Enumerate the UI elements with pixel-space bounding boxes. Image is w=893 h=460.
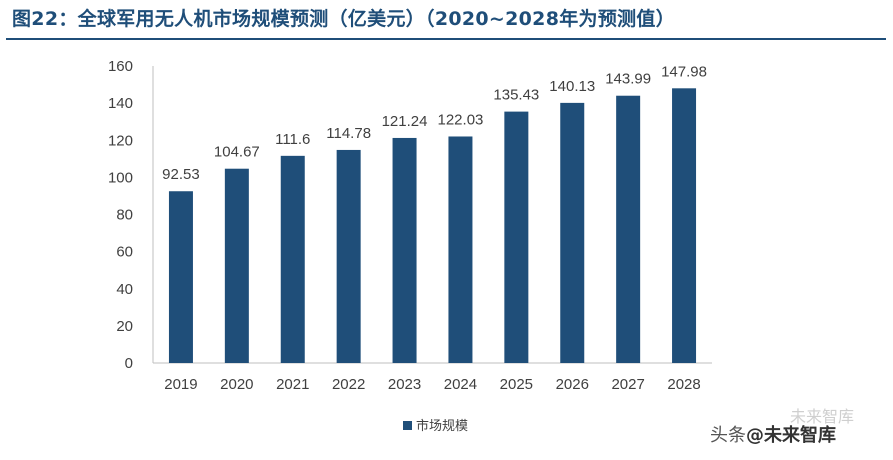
legend-swatch <box>403 421 412 430</box>
chart-title: 图22：全球军用无人机市场规模预测（亿美元）（2020~2028年为预测值） <box>12 8 676 30</box>
data-label: 111.6 <box>275 131 310 148</box>
x-tick-label: 2024 <box>444 376 477 393</box>
data-label: 121.24 <box>382 113 428 130</box>
bar <box>504 111 529 363</box>
x-tick-label: 2025 <box>500 376 533 393</box>
x-tick-label: 2028 <box>667 376 700 393</box>
bar <box>280 155 305 363</box>
y-tick-label: 60 <box>116 244 133 261</box>
legend-label: 市场规模 <box>416 418 468 434</box>
bar <box>224 168 249 363</box>
bar <box>616 95 641 363</box>
watermark-logo: 未来智库 <box>790 407 855 426</box>
x-tick-label: 2021 <box>276 376 309 393</box>
x-tick-label: 2019 <box>164 376 197 393</box>
y-tick-label: 0 <box>125 355 133 372</box>
bar <box>672 88 697 363</box>
watermark: 头条@未来智库 <box>710 421 890 451</box>
data-label: 143.99 <box>605 71 651 88</box>
bar <box>336 149 361 363</box>
x-tick-label: 2026 <box>556 376 589 393</box>
y-tick-label: 100 <box>108 169 133 186</box>
y-tick-label: 20 <box>116 318 133 335</box>
bar <box>560 102 585 363</box>
bar <box>392 137 417 363</box>
chart-legend: 市场规模 <box>403 418 468 434</box>
watermark-prefix: 头条 <box>710 425 746 446</box>
chart-bars <box>168 88 697 363</box>
data-label: 122.03 <box>438 111 484 128</box>
bar <box>168 191 193 363</box>
title-divider <box>6 38 886 40</box>
y-tick-label: 80 <box>116 207 133 224</box>
watermark-brand: @未来智库 <box>746 425 836 446</box>
bar <box>448 136 473 363</box>
x-tick-label: 2027 <box>611 376 644 393</box>
y-tick-label: 140 <box>108 95 133 112</box>
data-label: 104.67 <box>214 144 260 161</box>
chart-data-labels: 92.53 104.67 111.6 114.78 121.24 122.03 135.43… <box>162 63 707 183</box>
data-label: 140.13 <box>549 78 595 95</box>
y-tick-label: 40 <box>116 281 133 298</box>
data-label: 147.98 <box>661 63 707 80</box>
chart-axes: 0 20 40 60 80 100 120 140 160 2019 2020 2021 2022 202… <box>108 58 712 393</box>
y-tick-label: 120 <box>108 132 133 149</box>
x-tick-label: 2020 <box>220 376 253 393</box>
data-label: 135.43 <box>493 87 539 104</box>
data-label: 92.53 <box>162 166 200 183</box>
x-tick-label: 2023 <box>388 376 421 393</box>
x-tick-label: 2022 <box>332 376 365 393</box>
y-tick-label: 160 <box>108 58 133 75</box>
data-label: 114.78 <box>326 125 371 142</box>
